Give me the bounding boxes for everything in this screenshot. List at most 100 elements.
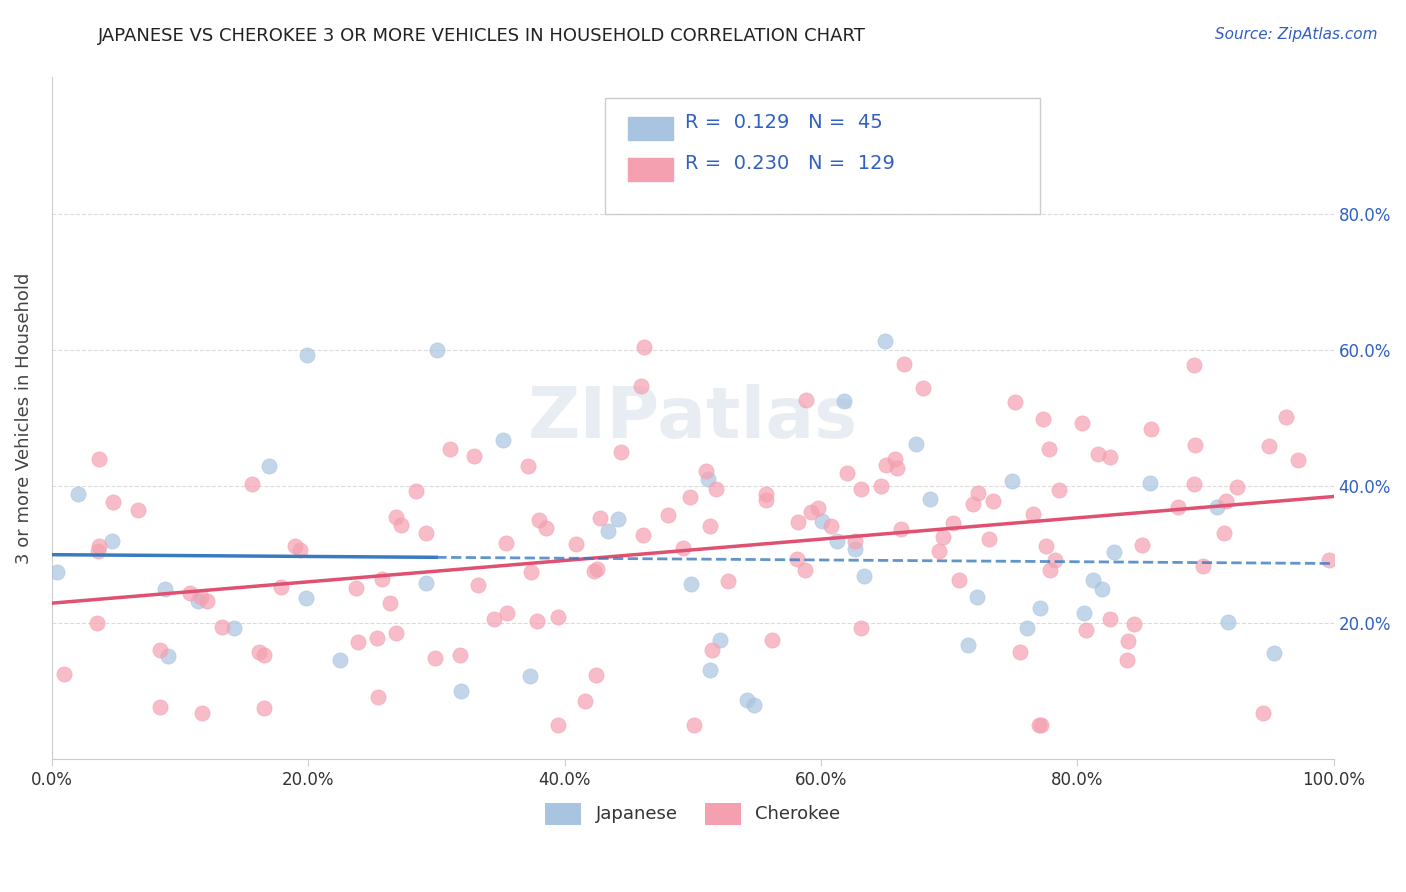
Point	[1029, 601, 1052, 615]
Point	[875, 458, 897, 472]
Point	[284, 539, 307, 553]
Point	[495, 536, 517, 550]
Point	[932, 530, 955, 544]
Point	[966, 591, 988, 605]
Point	[1139, 476, 1161, 491]
Point	[1087, 447, 1109, 461]
Point	[149, 643, 172, 657]
Point	[1091, 582, 1114, 596]
Text: JAPANESE VS CHEROKEE 3 OR MORE VEHICLES IN HOUSEHOLD CORRELATION CHART: JAPANESE VS CHEROKEE 3 OR MORE VEHICLES …	[98, 27, 866, 45]
Text: ZIPatlas: ZIPatlas	[527, 384, 858, 453]
Point	[467, 578, 489, 592]
Point	[920, 491, 942, 506]
Point	[1022, 507, 1045, 521]
Point	[1099, 450, 1122, 464]
Point	[247, 645, 270, 659]
Text: Source: ZipAtlas.com: Source: ZipAtlas.com	[1215, 27, 1378, 42]
Point	[450, 684, 472, 698]
Point	[547, 610, 569, 624]
Point	[222, 621, 245, 635]
Point	[190, 590, 212, 604]
Point	[800, 506, 823, 520]
Point	[347, 635, 370, 649]
Point	[582, 564, 605, 578]
Point	[449, 648, 471, 662]
Point	[211, 620, 233, 634]
Point	[849, 482, 872, 496]
Point	[367, 690, 389, 704]
Point	[893, 358, 915, 372]
Point	[956, 638, 979, 652]
Point	[1098, 612, 1121, 626]
Point	[1184, 438, 1206, 452]
Point	[835, 466, 858, 480]
Point	[1251, 706, 1274, 720]
Point	[869, 479, 891, 493]
Point	[825, 534, 848, 549]
Point	[463, 450, 485, 464]
Point	[631, 527, 654, 541]
Point	[735, 692, 758, 706]
Point	[1317, 552, 1340, 566]
Point	[405, 484, 427, 499]
Point	[1039, 563, 1062, 577]
Point	[87, 544, 110, 558]
Legend: Japanese, Cherokee: Japanese, Cherokee	[538, 796, 848, 831]
Point	[415, 526, 437, 541]
Point	[807, 501, 830, 516]
Point	[706, 482, 728, 496]
Point	[1045, 553, 1067, 567]
Point	[683, 718, 706, 732]
Point	[240, 477, 263, 491]
Text: R =  0.230   N =  129: R = 0.230 N = 129	[685, 153, 894, 173]
Point	[1286, 453, 1309, 467]
Point	[495, 606, 517, 620]
Point	[101, 534, 124, 549]
Point	[1047, 483, 1070, 498]
Point	[378, 596, 401, 610]
Point	[633, 340, 655, 354]
Point	[1015, 621, 1038, 635]
Point	[294, 591, 316, 605]
Point	[844, 534, 866, 549]
Point	[585, 668, 607, 682]
Point	[977, 533, 1000, 547]
Point	[1071, 417, 1094, 431]
Point	[253, 648, 276, 662]
Point	[482, 612, 505, 626]
Point	[699, 518, 721, 533]
Point	[1032, 411, 1054, 425]
Point	[589, 511, 612, 525]
Point	[197, 594, 219, 608]
Point	[1182, 476, 1205, 491]
Point	[886, 461, 908, 475]
Point	[1083, 573, 1105, 587]
Point	[389, 518, 412, 533]
Point	[53, 667, 76, 681]
Point	[187, 594, 209, 608]
Point	[884, 452, 907, 467]
Point	[415, 575, 437, 590]
Point	[794, 392, 817, 407]
Point	[1258, 439, 1281, 453]
Point	[742, 698, 765, 712]
Point	[295, 348, 318, 362]
Point	[820, 519, 842, 533]
Point	[190, 706, 212, 720]
Point	[384, 509, 406, 524]
Point	[1038, 442, 1060, 457]
Point	[761, 632, 783, 647]
Point	[786, 551, 808, 566]
Point	[962, 497, 984, 511]
Point	[87, 452, 110, 467]
Point	[519, 669, 541, 683]
Point	[425, 651, 447, 665]
Point	[793, 563, 815, 577]
Point	[1275, 409, 1298, 424]
Point	[717, 574, 740, 589]
Point	[672, 541, 695, 555]
Point	[1140, 422, 1163, 436]
Point	[1116, 634, 1139, 648]
Point	[270, 580, 292, 594]
Point	[1218, 615, 1240, 629]
